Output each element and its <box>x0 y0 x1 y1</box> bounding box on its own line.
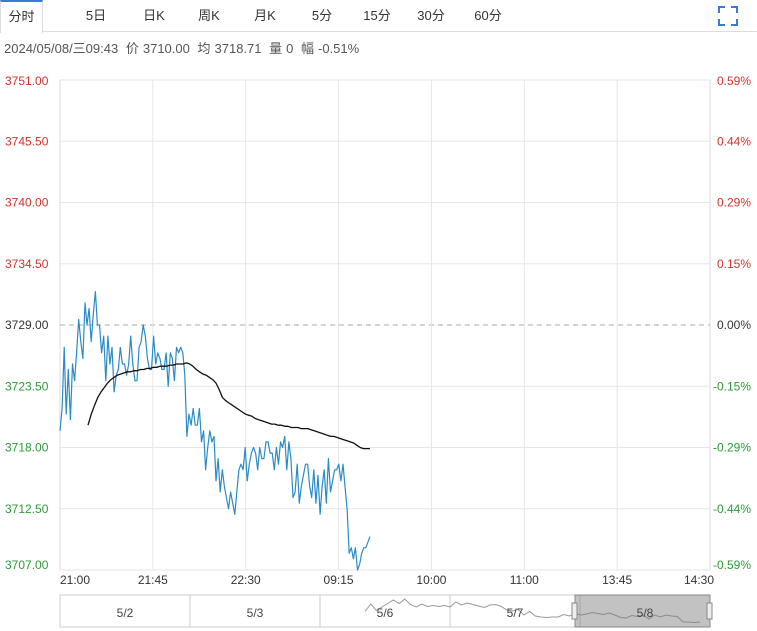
period-tab-bar: 分时 5日 日K 周K 月K 5分 15分 30分 60分 <box>0 0 757 33</box>
x-tick-label: 21:00 <box>60 573 90 587</box>
range-navigator: 5/2 5/3 5/6 5/7 5/8 <box>59 594 713 628</box>
navigator-trace <box>364 598 701 624</box>
y-tick-label: 3734.50 <box>5 257 49 271</box>
y-tick-label-right: 0.59% <box>717 74 751 88</box>
x-tick-label: 09:15 <box>324 573 354 587</box>
x-tick-label: 21:45 <box>138 573 168 587</box>
y-tick-label-right: -0.29% <box>713 441 751 455</box>
y-tick-label: 3745.50 <box>5 134 49 148</box>
x-tick-label: 13:45 <box>602 573 632 587</box>
price-label: 价 <box>125 41 139 56</box>
tab-daily-k[interactable]: 日K <box>143 8 165 23</box>
tab-60min[interactable]: 60分 <box>474 8 502 23</box>
tab-30min[interactable]: 30分 <box>417 8 445 23</box>
x-tick-label: 11:00 <box>510 573 539 587</box>
x-tick-label: 22:30 <box>231 573 261 587</box>
price-value: 3710.00 <box>142 41 190 56</box>
tab-timeshare[interactable]: 分时 <box>0 0 43 33</box>
quote-datetime: 2024/05/08/三09:43 <box>4 41 119 56</box>
navigator-day-label: 5/2 <box>117 606 134 620</box>
tab-15min[interactable]: 15分 <box>363 8 391 23</box>
y-tick-label-right: -0.44% <box>713 502 751 516</box>
intraday-chart[interactable]: 3751.00 3745.50 3740.00 3734.50 3729.00 3723.… <box>0 60 757 631</box>
chart-series <box>59 291 371 571</box>
y-tick-label: 3718.00 <box>5 441 49 455</box>
average-line <box>87 362 370 450</box>
fullscreen-icon[interactable] <box>716 4 740 28</box>
y-axis-left: 3751.00 3745.50 3740.00 3734.50 3729.00 3723.… <box>5 74 49 572</box>
y-tick-label: 3723.50 <box>5 379 49 393</box>
y-tick-label: 3707.00 <box>5 558 49 572</box>
range-label: 幅 <box>301 41 315 56</box>
avg-value: 3718.71 <box>214 41 262 56</box>
y-tick-label: 3751.00 <box>5 74 49 88</box>
navigator-handle-left[interactable] <box>571 602 578 620</box>
price-line <box>59 291 371 571</box>
tab-5day[interactable]: 5日 <box>85 8 107 23</box>
avg-label: 均 <box>197 41 211 56</box>
navigator-frame <box>59 594 711 628</box>
y-tick-label: 3729.00 <box>5 318 49 332</box>
y-tick-label-right: 0.44% <box>717 134 751 148</box>
y-tick-label-right: -0.59% <box>713 558 751 572</box>
x-tick-label: 10:00 <box>416 573 446 587</box>
y-tick-label-right: 0.15% <box>717 257 751 271</box>
y-tick-label: 3712.50 <box>5 502 49 516</box>
x-axis: 21:00 21:45 22:30 09:15 10:00 11:00 13:45 14:30 <box>60 573 714 587</box>
navigator-day-label: 5/6 <box>377 606 394 620</box>
x-tick-label: 14:30 <box>684 573 714 587</box>
navigator-day-label: 5/7 <box>507 606 524 620</box>
range-value: -0.51% <box>318 41 360 56</box>
navigator-day-label: 5/8 <box>637 606 654 620</box>
tab-weekly-k[interactable]: 周K <box>198 8 220 23</box>
y-tick-label-right: 0.00% <box>717 318 751 332</box>
navigator-handle-right[interactable] <box>706 602 713 620</box>
y-axis-right: 0.59% 0.44% 0.29% 0.15% 0.00% -0.15% -0.29% -0.… <box>713 74 751 572</box>
tab-5min[interactable]: 5分 <box>311 8 333 23</box>
volume-label: 量 <box>269 41 283 56</box>
y-tick-label: 3740.00 <box>5 196 49 210</box>
y-tick-label-right: -0.15% <box>713 379 751 393</box>
y-tick-label-right: 0.29% <box>717 196 751 210</box>
tab-monthly-k[interactable]: 月K <box>254 8 276 23</box>
volume-value: 0 <box>286 41 294 56</box>
navigator-day-label: 5/3 <box>247 606 264 620</box>
chart-grid <box>59 79 711 571</box>
